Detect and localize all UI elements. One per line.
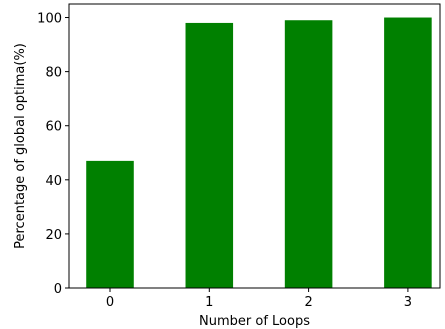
y-axis-label: Percentage of global optima(%): [13, 43, 28, 249]
x-tick-label: 0: [106, 295, 114, 310]
y-tick-label: 60: [45, 120, 62, 135]
y-axis-ticks: 0 20 40 60 80 100: [37, 12, 69, 297]
x-tick-label: 1: [205, 295, 213, 310]
plot-frame: [68, 3, 441, 289]
x-tick-label: 2: [304, 295, 312, 310]
bars-group: [86, 17, 432, 289]
y-tick-label: 80: [45, 66, 62, 81]
x-axis-label: Number of Loops: [199, 314, 310, 329]
bar-1: [185, 22, 234, 289]
y-tick-label: 0: [54, 282, 62, 297]
bar-3: [384, 17, 432, 289]
y-tick-label: 40: [45, 174, 62, 189]
y-tick-label: 100: [37, 12, 62, 27]
bar-2: [284, 20, 333, 288]
y-tick-label: 20: [45, 228, 62, 243]
bar-0: [86, 160, 134, 288]
x-axis-ticks: 0 1 2 3: [106, 288, 412, 310]
x-tick-label: 3: [404, 295, 412, 310]
